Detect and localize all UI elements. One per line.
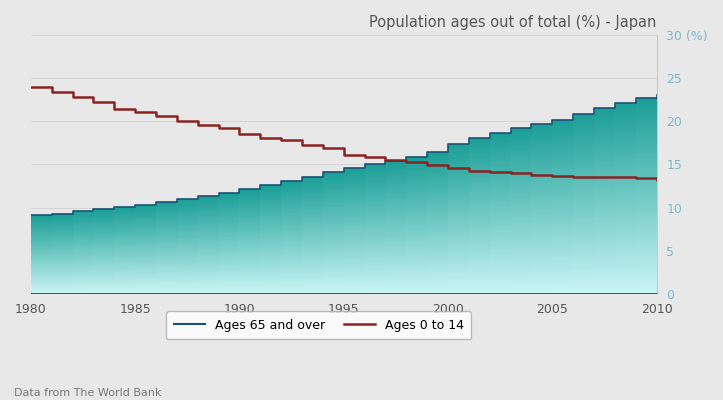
Text: Data from The World Bank: Data from The World Bank xyxy=(14,388,162,398)
Text: Population ages out of total (%) - Japan: Population ages out of total (%) - Japan xyxy=(369,15,656,30)
Legend: Ages 65 and over, Ages 0 to 14: Ages 65 and over, Ages 0 to 14 xyxy=(166,311,471,339)
